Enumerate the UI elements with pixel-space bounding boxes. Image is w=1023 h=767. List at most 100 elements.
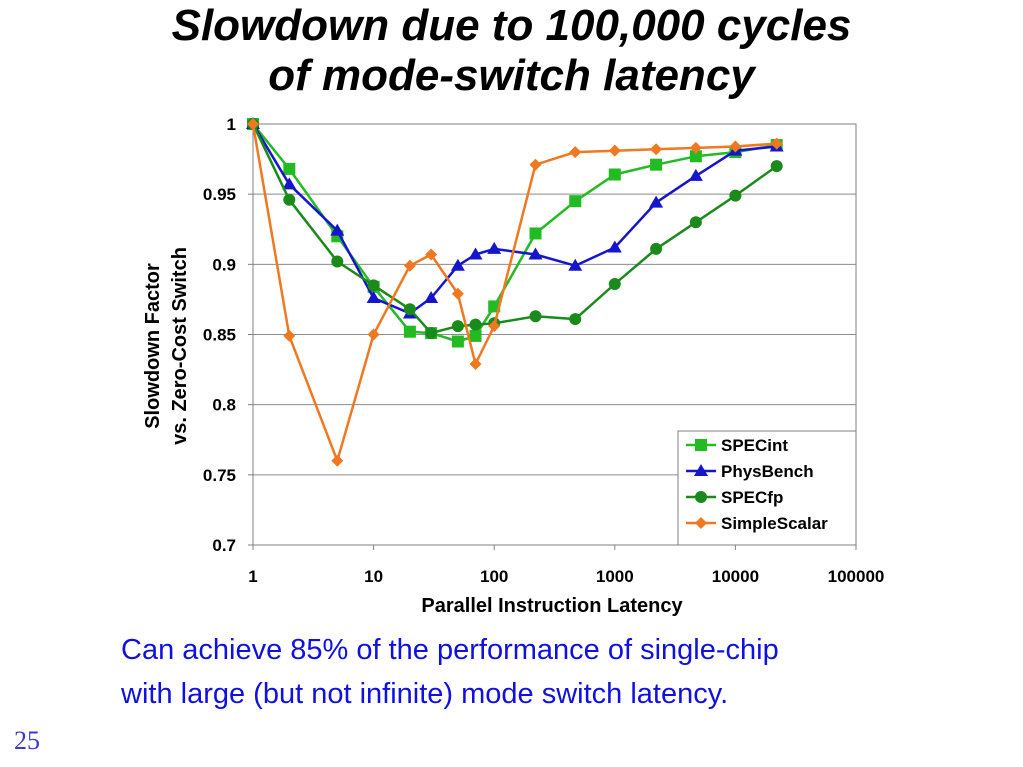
data-point bbox=[425, 248, 438, 261]
data-point bbox=[689, 216, 702, 229]
data-point bbox=[468, 247, 483, 260]
data-point bbox=[403, 303, 416, 316]
data-point bbox=[366, 291, 381, 304]
data-point bbox=[729, 189, 742, 202]
y-tick-label: 0.8 bbox=[212, 396, 236, 415]
x-tick-label: 100000 bbox=[828, 567, 885, 586]
x-tick-label: 1 bbox=[248, 567, 257, 586]
caption-line-2: with large (but not infinite) mode switc… bbox=[121, 678, 729, 710]
legend-marker bbox=[694, 464, 708, 476]
series-specint bbox=[247, 118, 783, 348]
data-point bbox=[283, 329, 296, 342]
data-point bbox=[247, 118, 259, 130]
data-point bbox=[770, 160, 783, 173]
series-specfp bbox=[247, 118, 783, 340]
data-point bbox=[528, 247, 543, 260]
data-point bbox=[650, 242, 663, 255]
data-point bbox=[488, 320, 501, 333]
data-point bbox=[283, 193, 296, 206]
series-simplescalar bbox=[247, 118, 783, 467]
legend-item-physbench: PhysBench bbox=[686, 462, 814, 481]
data-point bbox=[529, 310, 542, 323]
legend-marker bbox=[695, 439, 707, 451]
series-line bbox=[251, 123, 778, 335]
data-point bbox=[529, 227, 542, 240]
data-point bbox=[650, 158, 663, 171]
data-point bbox=[608, 168, 621, 181]
legend-label: PhysBench bbox=[721, 462, 814, 481]
data-point bbox=[569, 195, 582, 208]
x-tick-labels: 1 10 100 1000 10000 100000 bbox=[248, 545, 884, 586]
data-point bbox=[451, 335, 464, 348]
y-tick-labels: 0.7 0.75 0.8 0.85 0.9 0.95 1 bbox=[203, 115, 253, 555]
page-number: 25 bbox=[14, 726, 40, 755]
legend-label: SimpleScalar bbox=[721, 514, 828, 533]
data-point bbox=[608, 144, 621, 157]
legend-item-simplescalar: SimpleScalar bbox=[686, 514, 828, 533]
data-point bbox=[568, 258, 583, 271]
data-point bbox=[403, 325, 416, 338]
y-tick-label: 0.85 bbox=[203, 326, 236, 345]
series-physbench bbox=[246, 117, 784, 319]
data-point bbox=[650, 143, 663, 156]
caption-line-1: Can achieve 85% of the performance of si… bbox=[121, 634, 779, 666]
title-line-1: Slowdown due to 100,000 cycles bbox=[171, 1, 852, 50]
caption: Can achieve 85% of the performance of si… bbox=[121, 628, 981, 716]
data-point bbox=[403, 259, 416, 272]
x-tick-label: 1000 bbox=[596, 567, 634, 586]
legend-box bbox=[677, 430, 857, 546]
data-point bbox=[451, 320, 464, 333]
y-tick-label: 0.7 bbox=[212, 536, 236, 555]
legend-marker bbox=[695, 517, 707, 529]
data-point bbox=[608, 277, 621, 290]
data-point bbox=[469, 357, 482, 370]
series-line bbox=[251, 123, 777, 315]
data-point bbox=[529, 158, 542, 171]
data-point bbox=[331, 454, 344, 467]
legend-label: SPECfp bbox=[721, 488, 783, 507]
data-point bbox=[569, 313, 582, 326]
data-point bbox=[367, 328, 380, 341]
data-point bbox=[469, 318, 482, 331]
data-point bbox=[607, 240, 622, 253]
data-point bbox=[424, 291, 439, 304]
title-line-2: of mode-switch latency bbox=[268, 51, 755, 100]
data-point bbox=[367, 279, 380, 292]
x-axis-title: Parallel Instruction Latency bbox=[421, 595, 683, 617]
y-tick-label: 0.95 bbox=[203, 185, 236, 204]
legend-item-specint: SPECint bbox=[686, 436, 788, 455]
data-point bbox=[283, 162, 296, 175]
data-point bbox=[450, 258, 465, 271]
legend-label: SPECint bbox=[721, 436, 788, 455]
y-axis-title-line-2: vs. Zero-Cost Switch bbox=[169, 247, 191, 445]
data-point bbox=[689, 141, 702, 154]
legend-item-specfp: SPECfp bbox=[686, 488, 783, 507]
x-tick-label: 10 bbox=[364, 567, 383, 586]
data-point bbox=[688, 168, 703, 181]
y-axis-title-line-1: Slowdown Factor bbox=[142, 263, 164, 429]
data-point bbox=[469, 329, 482, 342]
y-tick-label: 0.9 bbox=[212, 255, 236, 274]
data-series bbox=[246, 117, 784, 467]
slide-title: Slowdown due to 100,000 cycles of mode-s… bbox=[0, 0, 1023, 102]
legend: SPECint PhysBench SPECfp SimpleScalar bbox=[677, 430, 857, 546]
data-point bbox=[487, 241, 502, 254]
data-point bbox=[282, 177, 297, 190]
series-line bbox=[252, 123, 777, 343]
series-line bbox=[251, 123, 777, 463]
x-tick-label: 10000 bbox=[712, 567, 759, 586]
y-tick-label: 0.75 bbox=[203, 466, 236, 485]
y-axis-title: Slowdown Factor vs. Zero-Cost Switch bbox=[142, 247, 191, 445]
data-point bbox=[649, 195, 664, 208]
data-point bbox=[689, 150, 702, 163]
legend-entries: SPECint PhysBench SPECfp SimpleScalar bbox=[686, 436, 828, 533]
data-point bbox=[770, 137, 783, 150]
data-point bbox=[729, 140, 742, 153]
data-point bbox=[331, 255, 344, 268]
data-point bbox=[425, 327, 438, 340]
data-point bbox=[569, 146, 582, 159]
y-tick-label: 1 bbox=[227, 115, 236, 134]
data-point bbox=[330, 223, 345, 236]
x-tick-label: 100 bbox=[480, 567, 508, 586]
